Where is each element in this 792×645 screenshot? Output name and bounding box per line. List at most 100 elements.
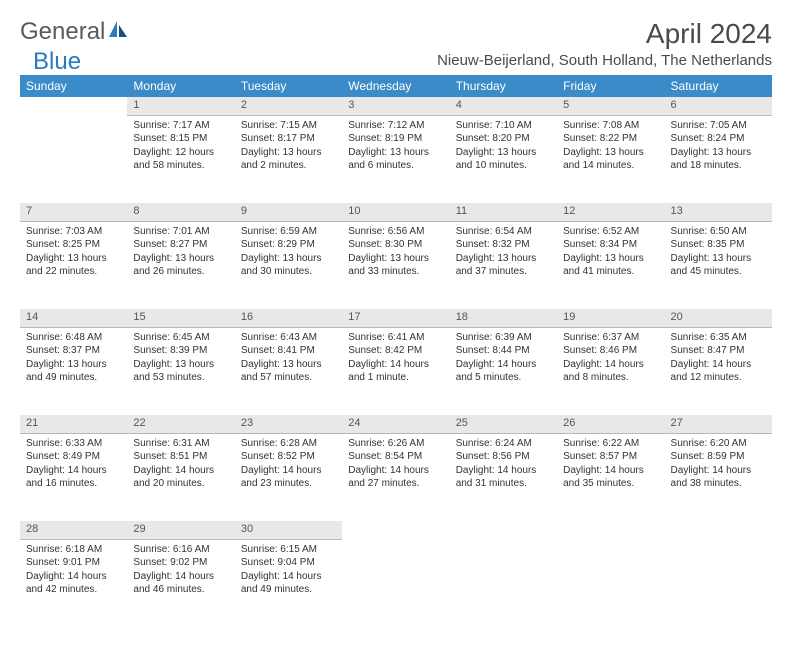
day-number-cell: 2 xyxy=(235,97,342,115)
day-d1: Daylight: 14 hours xyxy=(26,464,121,478)
day-number-cell: 1 xyxy=(127,97,234,115)
day-number-cell: 11 xyxy=(450,203,557,221)
day-number: 19 xyxy=(563,311,575,323)
day-ss: Sunset: 8:15 PM xyxy=(133,132,228,146)
day-content: Sunrise: 6:15 AMSunset: 9:04 PMDaylight:… xyxy=(235,540,342,603)
day-number-cell: 6 xyxy=(665,97,772,115)
day-number: 4 xyxy=(456,99,462,111)
day-d1: Daylight: 13 hours xyxy=(26,358,121,372)
day-content: Sunrise: 6:43 AMSunset: 8:41 PMDaylight:… xyxy=(235,328,342,391)
day-d1: Daylight: 13 hours xyxy=(456,146,551,160)
day-cell: Sunrise: 6:28 AMSunset: 8:52 PMDaylight:… xyxy=(235,433,342,521)
day-cell: Sunrise: 6:50 AMSunset: 8:35 PMDaylight:… xyxy=(665,221,772,309)
day-number: 1 xyxy=(133,99,139,111)
weekday-header-row: Sunday Monday Tuesday Wednesday Thursday… xyxy=(20,75,772,97)
day-number: 14 xyxy=(26,311,38,323)
day-cell: Sunrise: 6:26 AMSunset: 8:54 PMDaylight:… xyxy=(342,433,449,521)
day-content-row: Sunrise: 6:48 AMSunset: 8:37 PMDaylight:… xyxy=(20,327,772,415)
day-ss: Sunset: 8:35 PM xyxy=(671,238,766,252)
day-cell: Sunrise: 7:12 AMSunset: 8:19 PMDaylight:… xyxy=(342,115,449,203)
day-cell: Sunrise: 6:59 AMSunset: 8:29 PMDaylight:… xyxy=(235,221,342,309)
day-number: 13 xyxy=(671,205,683,217)
day-number: 10 xyxy=(348,205,360,217)
weekday-header: Tuesday xyxy=(235,75,342,97)
day-d1: Daylight: 13 hours xyxy=(26,252,121,266)
day-cell xyxy=(665,539,772,627)
day-cell: Sunrise: 6:45 AMSunset: 8:39 PMDaylight:… xyxy=(127,327,234,415)
title-block: April 2024 Nieuw-Beijerland, South Holla… xyxy=(437,18,772,69)
day-d1: Daylight: 14 hours xyxy=(671,358,766,372)
day-d1: Daylight: 13 hours xyxy=(456,252,551,266)
day-sr: Sunrise: 6:35 AM xyxy=(671,331,766,345)
day-number: 24 xyxy=(348,417,360,429)
month-title: April 2024 xyxy=(437,18,772,50)
day-number-cell: 21 xyxy=(20,415,127,433)
day-content-row: Sunrise: 7:03 AMSunset: 8:25 PMDaylight:… xyxy=(20,221,772,309)
day-number-cell: 16 xyxy=(235,309,342,327)
day-number-cell: 14 xyxy=(20,309,127,327)
day-cell: Sunrise: 6:24 AMSunset: 8:56 PMDaylight:… xyxy=(450,433,557,521)
day-number-cell: 23 xyxy=(235,415,342,433)
day-d1: Daylight: 13 hours xyxy=(563,146,658,160)
day-d2: and 20 minutes. xyxy=(133,477,228,491)
day-d2: and 46 minutes. xyxy=(133,583,228,597)
day-number-cell: 29 xyxy=(127,521,234,539)
day-d1: Daylight: 14 hours xyxy=(133,570,228,584)
day-content: Sunrise: 6:37 AMSunset: 8:46 PMDaylight:… xyxy=(557,328,664,391)
day-d1: Daylight: 13 hours xyxy=(671,252,766,266)
day-cell: Sunrise: 6:35 AMSunset: 8:47 PMDaylight:… xyxy=(665,327,772,415)
day-d2: and 31 minutes. xyxy=(456,477,551,491)
day-d2: and 18 minutes. xyxy=(671,159,766,173)
day-number-row: 123456 xyxy=(20,97,772,115)
day-content: Sunrise: 6:41 AMSunset: 8:42 PMDaylight:… xyxy=(342,328,449,391)
day-number-cell: 20 xyxy=(665,309,772,327)
day-sr: Sunrise: 6:28 AM xyxy=(241,437,336,451)
day-ss: Sunset: 8:27 PM xyxy=(133,238,228,252)
day-d2: and 26 minutes. xyxy=(133,265,228,279)
day-sr: Sunrise: 6:37 AM xyxy=(563,331,658,345)
day-content: Sunrise: 6:22 AMSunset: 8:57 PMDaylight:… xyxy=(557,434,664,497)
day-number-cell: 15 xyxy=(127,309,234,327)
logo: General xyxy=(20,18,131,46)
day-number: 9 xyxy=(241,205,247,217)
day-ss: Sunset: 8:47 PM xyxy=(671,344,766,358)
day-number-cell: 22 xyxy=(127,415,234,433)
day-number: 12 xyxy=(563,205,575,217)
day-content: Sunrise: 6:39 AMSunset: 8:44 PMDaylight:… xyxy=(450,328,557,391)
day-cell: Sunrise: 6:43 AMSunset: 8:41 PMDaylight:… xyxy=(235,327,342,415)
day-number-cell: 5 xyxy=(557,97,664,115)
day-cell: Sunrise: 7:08 AMSunset: 8:22 PMDaylight:… xyxy=(557,115,664,203)
day-d2: and 33 minutes. xyxy=(348,265,443,279)
day-ss: Sunset: 8:54 PM xyxy=(348,450,443,464)
day-ss: Sunset: 8:39 PM xyxy=(133,344,228,358)
day-d1: Daylight: 13 hours xyxy=(133,252,228,266)
day-d1: Daylight: 13 hours xyxy=(133,358,228,372)
day-content: Sunrise: 6:20 AMSunset: 8:59 PMDaylight:… xyxy=(665,434,772,497)
day-number: 6 xyxy=(671,99,677,111)
day-cell: Sunrise: 7:05 AMSunset: 8:24 PMDaylight:… xyxy=(665,115,772,203)
day-cell: Sunrise: 7:17 AMSunset: 8:15 PMDaylight:… xyxy=(127,115,234,203)
day-sr: Sunrise: 6:50 AM xyxy=(671,225,766,239)
day-d1: Daylight: 14 hours xyxy=(563,464,658,478)
day-d2: and 42 minutes. xyxy=(26,583,121,597)
day-cell: Sunrise: 6:39 AMSunset: 8:44 PMDaylight:… xyxy=(450,327,557,415)
day-d1: Daylight: 13 hours xyxy=(348,146,443,160)
day-sr: Sunrise: 7:01 AM xyxy=(133,225,228,239)
day-cell: Sunrise: 6:16 AMSunset: 9:02 PMDaylight:… xyxy=(127,539,234,627)
day-ss: Sunset: 8:25 PM xyxy=(26,238,121,252)
day-content: Sunrise: 6:28 AMSunset: 8:52 PMDaylight:… xyxy=(235,434,342,497)
day-number-cell: 8 xyxy=(127,203,234,221)
day-ss: Sunset: 8:22 PM xyxy=(563,132,658,146)
day-ss: Sunset: 9:01 PM xyxy=(26,556,121,570)
location: Nieuw-Beijerland, South Holland, The Net… xyxy=(437,52,772,69)
day-ss: Sunset: 8:42 PM xyxy=(348,344,443,358)
day-cell: Sunrise: 6:33 AMSunset: 8:49 PMDaylight:… xyxy=(20,433,127,521)
day-sr: Sunrise: 7:17 AM xyxy=(133,119,228,133)
day-d1: Daylight: 14 hours xyxy=(133,464,228,478)
day-sr: Sunrise: 7:15 AM xyxy=(241,119,336,133)
day-cell: Sunrise: 6:48 AMSunset: 8:37 PMDaylight:… xyxy=(20,327,127,415)
day-d2: and 14 minutes. xyxy=(563,159,658,173)
day-number: 5 xyxy=(563,99,569,111)
day-content: Sunrise: 7:08 AMSunset: 8:22 PMDaylight:… xyxy=(557,116,664,179)
day-content: Sunrise: 7:05 AMSunset: 8:24 PMDaylight:… xyxy=(665,116,772,179)
